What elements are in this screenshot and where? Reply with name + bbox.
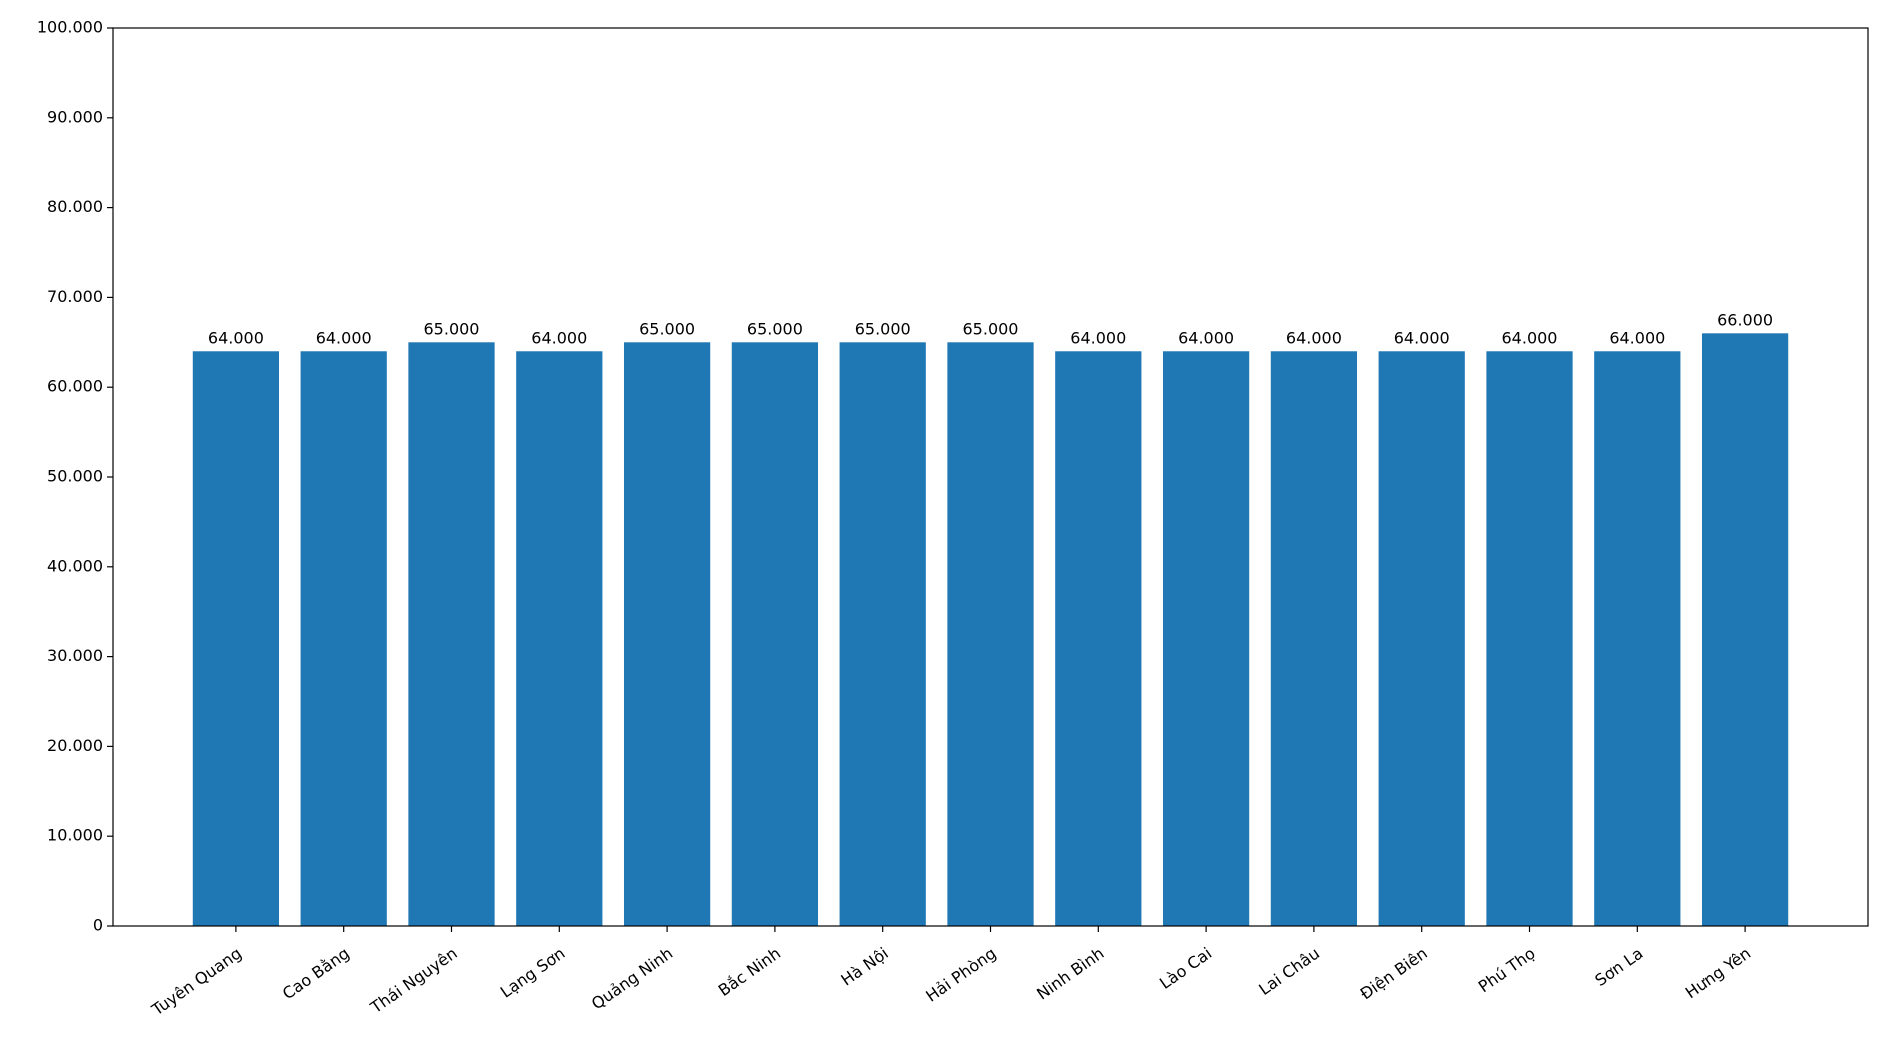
plot-frame	[112, 27, 1869, 927]
bar	[1162, 351, 1250, 926]
x-tick-label: Quảng Ninh	[588, 944, 676, 1014]
x-tick-label: Cao Bằng	[279, 944, 353, 1004]
value-label: 64.000	[1394, 328, 1450, 347]
x-tick-label: Hà Nội	[837, 944, 891, 990]
bar	[623, 342, 711, 926]
x-tick-label: Bắc Ninh	[715, 944, 784, 1000]
value-label: 64.000	[1286, 328, 1342, 347]
y-tick-label: 70.000	[47, 287, 103, 306]
x-tick-label: Phú Thọ	[1475, 944, 1539, 997]
bar	[408, 342, 495, 926]
y-tick-label: 60.000	[47, 377, 103, 396]
x-tick-label: Tuyên Quang	[147, 944, 245, 1020]
value-label: 64.000	[1609, 328, 1665, 347]
value-label: 65.000	[424, 319, 480, 338]
x-tick-label: Lạng Sơn	[497, 944, 569, 1002]
x-tick-label: Sơn La	[1591, 944, 1646, 990]
value-label: 65.000	[855, 319, 911, 338]
bar	[1594, 351, 1681, 926]
value-label: 64.000	[531, 328, 587, 347]
value-label: 64.000	[1178, 328, 1234, 347]
value-label: 64.000	[1502, 328, 1558, 347]
x-tick-label: Điện Biên	[1357, 944, 1431, 1004]
bar	[300, 351, 387, 926]
bar	[192, 351, 280, 926]
value-label: 66.000	[1717, 310, 1773, 329]
x-tick-label: Lai Châu	[1255, 944, 1323, 999]
bar	[947, 342, 1034, 926]
bar	[1270, 351, 1358, 926]
x-tick-label: Thái Nguyên	[366, 944, 460, 1018]
bar	[731, 342, 819, 926]
bar	[839, 342, 926, 926]
bar	[516, 351, 603, 926]
x-tick-label: Hải Phòng	[922, 944, 999, 1006]
x-tick-label: Ninh Bình	[1033, 944, 1107, 1004]
value-label: 64.000	[208, 328, 264, 347]
y-tick-label: 30.000	[47, 646, 103, 665]
bar	[1701, 333, 1789, 926]
value-label: 65.000	[747, 319, 803, 338]
value-label: 65.000	[963, 319, 1019, 338]
y-tick-label: 50.000	[47, 467, 103, 486]
value-label: 65.000	[639, 319, 695, 338]
y-tick-label: 80.000	[47, 197, 103, 216]
bar	[1486, 351, 1573, 926]
y-tick-label: 40.000	[47, 556, 103, 575]
value-label: 64.000	[1070, 328, 1126, 347]
y-tick-label: 20.000	[47, 736, 103, 755]
bar	[1378, 351, 1465, 926]
value-label: 64.000	[316, 328, 372, 347]
x-tick-label: Lào Cai	[1156, 944, 1215, 993]
y-tick-label: 100.000	[37, 18, 103, 37]
x-tick-label: Hưng Yên	[1682, 944, 1754, 1003]
bar	[1055, 351, 1142, 926]
y-tick-label: 10.000	[47, 826, 103, 845]
y-tick-label: 90.000	[47, 107, 103, 126]
y-tick-label: 0	[93, 916, 103, 935]
